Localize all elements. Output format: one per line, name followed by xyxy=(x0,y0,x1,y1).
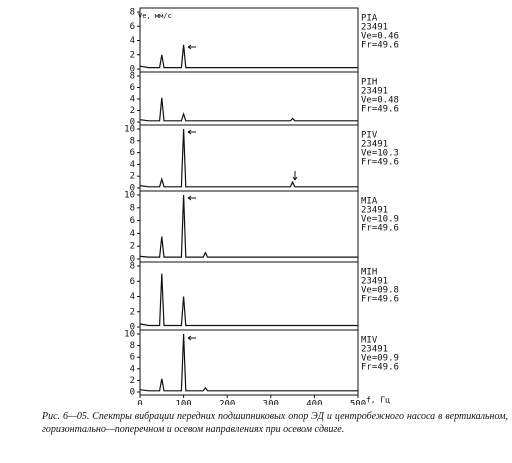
y-axis-label: Ve, мм/с xyxy=(138,12,172,20)
spectrum-line xyxy=(139,333,358,392)
x-tick-label: 200 xyxy=(219,400,235,406)
y-tick-label: 4 xyxy=(130,229,135,239)
panel-annotation: Fr=49.6 xyxy=(361,224,399,234)
y-tick-label: 4 xyxy=(130,364,135,374)
panel-annotation: 23491 xyxy=(361,206,388,216)
y-tick-label: 6 xyxy=(130,83,135,93)
panel-annotation: MIV xyxy=(361,336,378,346)
spectrum-line xyxy=(139,97,358,122)
y-tick-label: 8 xyxy=(130,8,135,18)
panel-annotation: PIA xyxy=(361,14,378,24)
y-tick-label: 8 xyxy=(130,72,135,82)
y-tick-label: 4 xyxy=(130,36,135,46)
arrow xyxy=(187,129,196,135)
y-tick-label: 0 xyxy=(130,255,135,265)
panel-annotation: Fr=49.6 xyxy=(361,363,399,373)
panel-annotation: Ve=0.48 xyxy=(361,96,399,106)
arrow xyxy=(187,44,196,50)
panel-frame xyxy=(139,190,359,263)
panel-frame xyxy=(139,261,359,331)
panel-annotation: Fr=49.6 xyxy=(361,105,399,115)
panel-frame xyxy=(139,124,359,192)
x-tick-label: 500 xyxy=(350,400,366,406)
y-tick-label: 0 xyxy=(130,184,135,194)
panel-annotation: Fr=49.6 xyxy=(361,41,399,51)
panel-frame xyxy=(139,329,359,396)
y-tick-label: 8 xyxy=(130,341,135,351)
panel-annotation: Ve=09.8 xyxy=(361,286,399,296)
x-tick-label: 300 xyxy=(263,400,279,406)
panel-annotation: Ve=10.3 xyxy=(361,149,399,159)
y-tick-label: 8 xyxy=(130,136,135,146)
y-tick-label: 0 xyxy=(130,118,135,128)
panel-annotation: MIA xyxy=(361,197,378,207)
y-tick-label: 8 xyxy=(130,203,135,213)
spectrum-line xyxy=(139,44,358,69)
panel-frame xyxy=(139,7,359,73)
y-tick-label: 2 xyxy=(130,307,135,317)
caption: Рис. 6—05. Спектры вибрации передних под… xyxy=(42,411,508,435)
y-tick-label: 10 xyxy=(124,125,135,135)
y-tick-label: 6 xyxy=(130,277,135,287)
panel-annotation: Ve=09.9 xyxy=(361,354,399,364)
y-tick-label: 2 xyxy=(130,242,135,252)
x-tick-label: 400 xyxy=(306,400,322,406)
panel-annotation: Ve=10.9 xyxy=(361,215,399,225)
panel-annotation: MIH xyxy=(361,268,377,278)
arrows xyxy=(187,44,298,341)
y-tick-label: 2 xyxy=(130,50,135,60)
y-tick-label: 0 xyxy=(130,65,135,75)
y-tick-label: 6 xyxy=(130,22,135,32)
panel-annotation: 23491 xyxy=(361,87,388,97)
arrow xyxy=(187,195,196,201)
panel-annotation: Fr=49.6 xyxy=(361,295,399,305)
spectrum-line xyxy=(139,128,358,188)
y-tick-label: 2 xyxy=(130,172,135,182)
y-tick-label: 4 xyxy=(130,292,135,302)
panel-annotation: 23491 xyxy=(361,140,388,150)
y-tick-label: 6 xyxy=(130,353,135,363)
y-tick-label: 0 xyxy=(130,323,135,333)
panel-frame xyxy=(139,71,359,126)
x-tick-label: 0 xyxy=(137,400,142,406)
panel-annotation: Ve=0.46 xyxy=(361,32,399,42)
spectrum-line xyxy=(139,194,358,258)
y-tick-label: 10 xyxy=(124,330,135,340)
y-tick-label: 6 xyxy=(130,216,135,226)
panel-annotation: 23491 xyxy=(361,23,388,33)
panel-annotation: PIV xyxy=(361,131,378,141)
y-tick-label: 10 xyxy=(124,191,135,201)
panel-annotation: PIH xyxy=(361,78,377,88)
panel-annotation: 23491 xyxy=(361,345,388,355)
x-axis-label: f, Гц xyxy=(366,396,390,405)
arrow xyxy=(292,171,298,181)
y-tick-label: 2 xyxy=(130,106,135,116)
y-tick-label: 0 xyxy=(130,388,135,398)
arrow xyxy=(187,335,196,341)
y-tick-label: 6 xyxy=(130,148,135,158)
y-tick-label: 4 xyxy=(130,160,135,170)
y-tick-label: 8 xyxy=(130,262,135,272)
panel-annotation: Fr=49.6 xyxy=(361,158,399,168)
panel-annotation: 23491 xyxy=(361,277,388,287)
y-tick-label: 4 xyxy=(130,95,135,105)
y-tick-label: 2 xyxy=(130,376,135,386)
x-tick-label: 100 xyxy=(175,400,191,406)
spectrum-line xyxy=(139,273,358,327)
